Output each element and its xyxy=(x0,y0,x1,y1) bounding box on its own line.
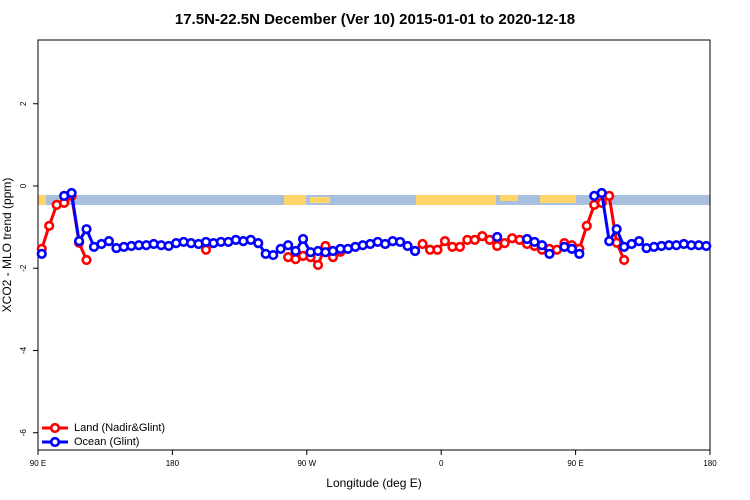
legend-label: Land (Nadir&Glint) xyxy=(74,422,165,434)
point xyxy=(439,235,451,247)
y-tick-label: -4 xyxy=(19,346,28,354)
point xyxy=(604,235,615,247)
point xyxy=(499,238,510,249)
point xyxy=(81,224,92,235)
land xyxy=(38,195,46,205)
land xyxy=(284,195,306,205)
point xyxy=(581,220,592,231)
point xyxy=(611,224,622,235)
legend-marker xyxy=(49,422,61,434)
land xyxy=(500,195,518,201)
point xyxy=(454,241,465,252)
y-tick-label: -2 xyxy=(19,264,28,272)
point xyxy=(536,240,548,251)
point xyxy=(544,248,555,259)
point xyxy=(395,236,406,248)
map-band xyxy=(38,195,710,205)
y-tick-label: 0 xyxy=(19,183,28,188)
land xyxy=(310,197,330,203)
point xyxy=(200,244,212,255)
point xyxy=(275,243,286,255)
point xyxy=(103,235,115,247)
point xyxy=(633,235,645,247)
point xyxy=(566,243,577,255)
y-axis-label: XCO2 - MLO trend (ppm) xyxy=(0,178,14,313)
point xyxy=(253,238,264,249)
point xyxy=(283,240,294,251)
x-tick-label: 90 W xyxy=(297,459,316,468)
point xyxy=(432,244,443,255)
point xyxy=(701,240,712,252)
x-tick-label: 90 E xyxy=(567,459,583,468)
x-tick-label: 180 xyxy=(703,459,717,468)
legend-label: Ocean (Glint) xyxy=(74,436,139,448)
y-tick-label: -6 xyxy=(19,429,28,437)
point xyxy=(492,231,503,243)
land xyxy=(540,195,576,203)
point xyxy=(81,254,92,266)
land xyxy=(416,195,496,205)
x-axis-label: Longitude (deg E) xyxy=(326,476,421,490)
point xyxy=(44,220,55,231)
point xyxy=(36,248,47,259)
point xyxy=(477,231,488,242)
point xyxy=(596,187,607,199)
point xyxy=(469,234,480,245)
point xyxy=(574,248,585,259)
x-tick-label: 90 E xyxy=(30,459,46,468)
point xyxy=(66,187,77,199)
point xyxy=(297,233,309,245)
x-tick-label: 0 xyxy=(439,459,444,468)
point xyxy=(73,235,85,247)
legend-marker xyxy=(49,436,61,448)
point xyxy=(409,245,421,257)
x-tick-label: 180 xyxy=(166,459,180,468)
y-tick-label: 2 xyxy=(19,101,28,106)
point xyxy=(290,245,301,257)
point xyxy=(268,249,279,261)
point xyxy=(402,240,413,252)
point xyxy=(417,238,428,250)
point xyxy=(312,259,324,271)
legend: Land (Nadir&Glint) Ocean (Glint) xyxy=(42,422,165,448)
chart-title: 17.5N-22.5N December (Ver 10) 2015-01-01… xyxy=(175,11,575,28)
point xyxy=(619,254,630,266)
